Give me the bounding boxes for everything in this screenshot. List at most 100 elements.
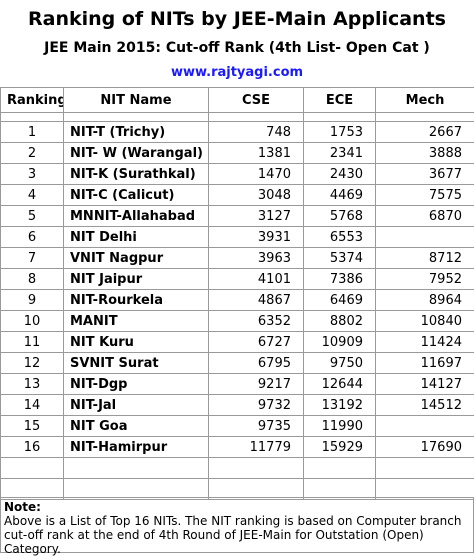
note: Note: Above is a List of Top 16 NITs. Th…: [0, 497, 474, 553]
table-cell: 5: [1, 206, 64, 227]
table-cell: NIT-K (Surathkal): [64, 164, 209, 185]
empty-cell: [376, 458, 474, 479]
column-header: ECE: [304, 88, 376, 113]
table-cell: 1: [1, 122, 64, 143]
empty-cell: [64, 458, 209, 479]
table-cell: 15: [1, 416, 64, 437]
table-cell: 9217: [209, 374, 304, 395]
table-cell: 5768: [304, 206, 376, 227]
empty-cell: [376, 113, 474, 122]
table-cell: NIT-Dgp: [64, 374, 209, 395]
table-cell: [376, 227, 474, 248]
table-cell: 9: [1, 290, 64, 311]
table-cell: 12: [1, 353, 64, 374]
table-cell: 9735: [209, 416, 304, 437]
table-cell: 3: [1, 164, 64, 185]
empty-cell: [209, 113, 304, 122]
table-cell: NIT Kuru: [64, 332, 209, 353]
table-cell: MNNIT-Allahabad: [64, 206, 209, 227]
subtitle: JEE Main 2015: Cut-off Rank (4th List- O…: [0, 36, 474, 60]
website: www.rajtyagi.com: [0, 60, 474, 87]
table-cell: 12644: [304, 374, 376, 395]
table-cell: 11: [1, 332, 64, 353]
table-cell: 2341: [304, 143, 376, 164]
table-cell: 3677: [376, 164, 474, 185]
table-cell: 8712: [376, 248, 474, 269]
empty-cell: [1, 458, 64, 479]
table-cell: 11424: [376, 332, 474, 353]
table-cell: 748: [209, 122, 304, 143]
table-cell: 2: [1, 143, 64, 164]
table-cell: 17690: [376, 437, 474, 458]
table-cell: 11779: [209, 437, 304, 458]
table-cell: 4101: [209, 269, 304, 290]
table-cell: NIT-C (Calicut): [64, 185, 209, 206]
empty-cell: [304, 458, 376, 479]
table-cell: 10909: [304, 332, 376, 353]
table-cell: 4: [1, 185, 64, 206]
table-cell: 8: [1, 269, 64, 290]
table-cell: VNIT Nagpur: [64, 248, 209, 269]
column-header: NIT Name: [64, 88, 209, 113]
table-cell: 9732: [209, 395, 304, 416]
empty-cell: [304, 113, 376, 122]
table-cell: 6: [1, 227, 64, 248]
table-cell: 6352: [209, 311, 304, 332]
table-cell: 5374: [304, 248, 376, 269]
empty-cell: [1, 113, 64, 122]
table-cell: 11990: [304, 416, 376, 437]
table-cell: 3888: [376, 143, 474, 164]
table-cell: 7386: [304, 269, 376, 290]
table-cell: NIT-Rourkela: [64, 290, 209, 311]
table-cell: 14: [1, 395, 64, 416]
table-cell: NIT-Hamirpur: [64, 437, 209, 458]
table-cell: 13192: [304, 395, 376, 416]
table-cell: 7: [1, 248, 64, 269]
table-cell: 1753: [304, 122, 376, 143]
table-cell: [376, 416, 474, 437]
table-cell: 3931: [209, 227, 304, 248]
table-cell: 3963: [209, 248, 304, 269]
column-header: CSE: [209, 88, 304, 113]
table-cell: 13: [1, 374, 64, 395]
column-header: Ranking: [1, 88, 64, 113]
table-cell: NIT-T (Trichy): [64, 122, 209, 143]
table-cell: NIT Jaipur: [64, 269, 209, 290]
title: Ranking of NITs by JEE-Main Applicants: [0, 0, 474, 36]
table-cell: 6553: [304, 227, 376, 248]
table-cell: 1381: [209, 143, 304, 164]
table-cell: MANIT: [64, 311, 209, 332]
note-text: Above is a List of Top 16 NITs. The NIT …: [4, 514, 461, 556]
table-cell: 14127: [376, 374, 474, 395]
table-cell: 8964: [376, 290, 474, 311]
table-cell: 6795: [209, 353, 304, 374]
table-cell: 9750: [304, 353, 376, 374]
table-cell: 2667: [376, 122, 474, 143]
table-cell: 3127: [209, 206, 304, 227]
table-cell: 4867: [209, 290, 304, 311]
empty-row: [1, 458, 474, 479]
table-cell: 6727: [209, 332, 304, 353]
table-cell: 8802: [304, 311, 376, 332]
table-cell: 6469: [304, 290, 376, 311]
table-cell: 7952: [376, 269, 474, 290]
